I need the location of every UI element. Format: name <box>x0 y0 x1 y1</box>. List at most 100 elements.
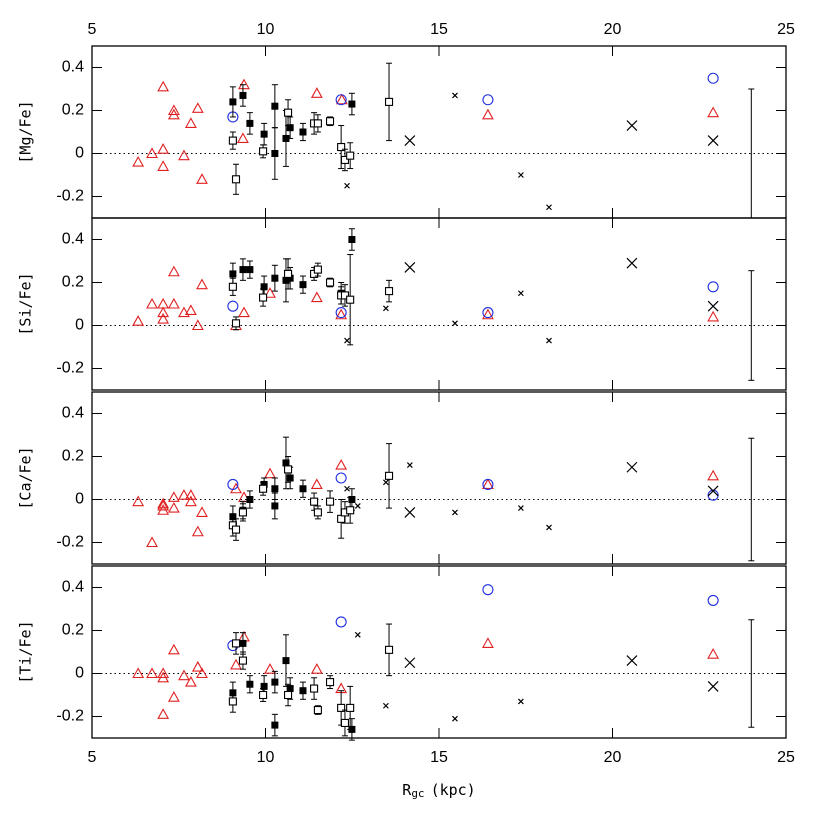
circle-point <box>482 94 494 106</box>
small-cross-point <box>344 485 350 492</box>
filled-square-point <box>271 102 279 110</box>
filled-square-point <box>299 281 307 289</box>
triangle-point <box>707 106 720 118</box>
triangle-point <box>167 501 180 513</box>
filled-square-point <box>282 276 290 284</box>
open-square-point <box>284 690 293 700</box>
open-square-point <box>231 639 241 648</box>
open-square-point <box>384 287 394 296</box>
filled-square-point <box>299 128 307 136</box>
circle-point <box>335 616 347 628</box>
open-square-point <box>313 119 322 128</box>
triangle-point <box>167 108 180 120</box>
filled-square-point <box>299 687 307 695</box>
filled-square-point <box>271 678 279 686</box>
y-tick-label: 0.2 <box>62 448 84 465</box>
triangle-point <box>178 669 190 681</box>
triangle-point <box>264 663 276 674</box>
small-cross-point <box>452 92 458 99</box>
filled-square-point <box>246 266 254 274</box>
circle-point <box>707 72 719 84</box>
small-cross-point <box>406 462 413 469</box>
x-label-sub: gc <box>411 787 424 800</box>
triangle-point <box>132 315 145 326</box>
triangle-point <box>157 497 170 509</box>
triangle-point <box>157 504 170 515</box>
open-square-point <box>346 703 355 712</box>
triangle-point <box>238 306 250 318</box>
triangle-point <box>230 658 242 670</box>
y-tick-label: -0.2 <box>56 188 84 205</box>
triangle-point <box>184 495 197 507</box>
big-cross-point <box>404 506 416 518</box>
small-cross-point <box>452 509 458 516</box>
filled-square-point <box>348 100 356 108</box>
triangle-point <box>178 306 190 318</box>
y-tick-label: -0.2 <box>56 534 84 551</box>
triangle-point <box>167 643 180 655</box>
circle-point <box>482 584 494 596</box>
triangle-point <box>707 469 720 481</box>
y-tick-label: 0.2 <box>62 102 84 119</box>
triangle-point <box>237 132 249 143</box>
x-axis-label: Rgc (kpc) <box>402 781 475 801</box>
open-square-point <box>346 295 355 304</box>
x-tick-label: 25 <box>777 749 795 766</box>
filled-square-point <box>246 119 254 127</box>
triangle-point <box>157 708 170 719</box>
circle-point <box>227 478 239 491</box>
x-tick-label: 10 <box>257 749 275 766</box>
filled-square-point <box>260 682 268 690</box>
triangle-point <box>157 160 170 171</box>
filled-square-point <box>286 124 294 132</box>
filled-square-point <box>239 266 247 274</box>
open-square-point <box>228 282 237 291</box>
open-square-point <box>340 291 350 300</box>
open-square-point <box>340 718 350 728</box>
filled-square-point <box>286 474 294 482</box>
triangle-point <box>191 102 204 113</box>
triangle-point <box>132 667 145 679</box>
filled-square-point <box>348 496 356 503</box>
big-cross-point <box>707 485 719 497</box>
y-tick-label: 0.2 <box>62 274 84 291</box>
open-square-point <box>384 471 394 480</box>
circle-point <box>335 94 347 106</box>
big-cross-point <box>404 135 416 147</box>
open-square-point <box>238 508 247 517</box>
open-square-point <box>313 705 322 715</box>
open-square-point <box>238 656 247 665</box>
y-tick-label: -0.2 <box>56 708 84 725</box>
x-tick-label: 15 <box>430 749 448 766</box>
small-cross-point <box>517 172 524 178</box>
small-cross-point <box>517 698 524 705</box>
circle-point <box>227 300 239 312</box>
small-cross-point <box>382 702 389 709</box>
y-tick-label: 0.4 <box>62 579 84 596</box>
triangle-point <box>196 173 208 184</box>
x-label-unit: (kpc) <box>431 781 476 799</box>
open-square-point <box>284 108 293 117</box>
filled-square-point <box>260 130 268 138</box>
triangle-point <box>157 312 170 324</box>
open-square-point <box>228 697 237 706</box>
filled-square-point <box>271 502 279 510</box>
y-axis-label: [Mg/Fe] <box>17 100 35 163</box>
filled-square-point <box>229 98 237 106</box>
triangle-point <box>310 291 323 303</box>
big-cross-point <box>707 680 719 692</box>
triangle-point <box>184 675 197 687</box>
triangle-point <box>191 319 204 331</box>
big-cross-point <box>626 257 638 269</box>
big-cross-point <box>404 262 416 273</box>
open-square-point <box>325 497 335 506</box>
triangle-point <box>191 525 204 537</box>
triangle-point <box>132 155 145 167</box>
triangle-point <box>238 630 250 642</box>
x-tick-label: 5 <box>88 749 97 766</box>
open-square-point <box>337 703 346 712</box>
x-tick-label: 20 <box>604 749 622 766</box>
y-tick-label: -0.2 <box>56 360 84 377</box>
small-cross-point <box>546 524 552 531</box>
